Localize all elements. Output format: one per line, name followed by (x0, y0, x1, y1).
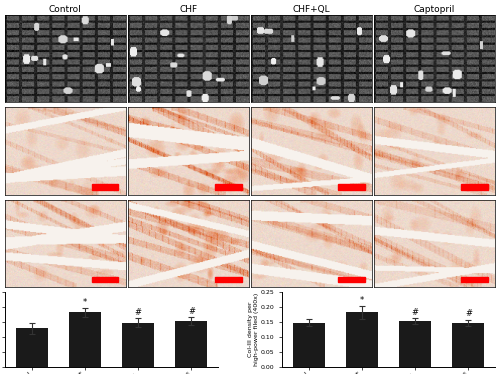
Text: #: # (412, 308, 418, 317)
Bar (461, 277, 488, 282)
Bar (16, 328, 48, 367)
Title: Captopril: Captopril (414, 5, 456, 14)
Text: #: # (465, 309, 472, 318)
Bar (461, 184, 488, 190)
Text: *: * (83, 298, 87, 307)
Bar (122, 322, 154, 367)
Title: CHF+QL: CHF+QL (292, 5, 331, 14)
Bar (215, 277, 242, 282)
Bar (338, 277, 364, 282)
Bar (399, 321, 431, 367)
Bar (92, 277, 118, 282)
Bar (69, 312, 101, 367)
Bar (92, 184, 118, 190)
Bar (346, 312, 378, 367)
Bar (338, 184, 364, 190)
Y-axis label: Col-III density per
high-power filed (400x): Col-III density per high-power filed (40… (248, 293, 259, 366)
Text: #: # (134, 308, 141, 317)
Text: *: * (360, 296, 364, 305)
Title: CHF: CHF (180, 5, 198, 14)
Bar (452, 322, 484, 367)
Bar (292, 322, 324, 367)
Title: Control: Control (49, 5, 82, 14)
Bar (176, 321, 208, 367)
Text: #: # (188, 307, 195, 316)
Bar (215, 184, 242, 190)
